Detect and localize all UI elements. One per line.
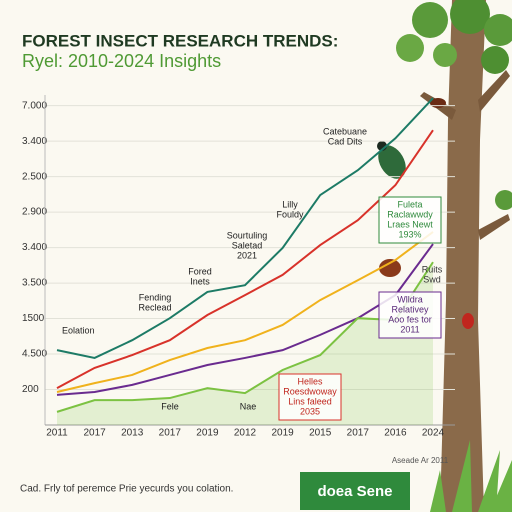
annotation-text: Reclead — [138, 302, 171, 312]
y-tick-label: 3.400 — [22, 136, 47, 147]
x-tick-label: 2019 — [196, 428, 219, 439]
annotation-text: Cad Dits — [328, 136, 363, 146]
annotation-text: Nae — [240, 401, 257, 411]
annotation-text: Aoo fes tor — [388, 314, 432, 324]
series-line — [56, 231, 434, 393]
annotation-text: Lins faleed — [288, 396, 332, 406]
y-tick-label: 200 — [22, 384, 39, 395]
x-tick-label: 2016 — [384, 428, 407, 439]
annotation-text: Lilly — [282, 199, 298, 209]
annotation-text: Relativey — [391, 304, 429, 314]
source-note: Aseade Ar 2011 — [392, 456, 449, 465]
x-tick-label: 2011 — [46, 428, 68, 439]
x-tick-label: 2017 — [83, 428, 106, 439]
annotation-text: Saletad — [232, 240, 263, 250]
plot-area: 200 4.500 1500 3.500 3.400 2.900 2.500 3.400 7.0… — [22, 95, 455, 439]
x-tick-label: 2017 — [159, 428, 182, 439]
annotation-text: Sourtuling — [227, 230, 268, 240]
chart-subtitle: Ryel: 2010-2024 Insights — [22, 51, 221, 71]
annotation-box — [378, 291, 442, 339]
annotation-text: Catebuane — [323, 126, 367, 136]
y-tick-label: 2.500 — [22, 171, 47, 182]
annotation-box — [378, 196, 442, 244]
annotation-text: Helles — [297, 376, 323, 386]
annotation-text: Lraes Newt — [387, 219, 433, 229]
beetle-icons — [377, 98, 474, 329]
y-tick-label: 7.000 — [22, 100, 47, 111]
badge-text: doea Sene — [317, 483, 392, 500]
annotation-text: 2021 — [237, 250, 257, 260]
annotation-text: Wlldra — [397, 294, 423, 304]
y-tick-label: 3.500 — [22, 278, 47, 289]
series-line — [56, 243, 434, 396]
series-line — [56, 97, 434, 359]
annotation-text: Raclawwdy — [387, 209, 433, 219]
chart-title: FOREST INSECT RESEARCH TRENDS: — [22, 31, 338, 50]
annotation-text: Inets — [190, 276, 210, 286]
x-tick-label: 2019 — [271, 428, 294, 439]
annotation-text: Fuleta — [397, 199, 422, 209]
annotation-text: Fele — [161, 401, 179, 411]
annotation-box — [278, 373, 342, 421]
x-tick-label: 2012 — [234, 428, 257, 439]
series-line — [56, 129, 434, 389]
series-line — [56, 261, 434, 413]
annotation-text: Fending — [139, 292, 172, 302]
annotation-text: Roesdwoway — [283, 386, 337, 396]
annotation-text: 2035 — [300, 406, 320, 416]
x-tick-label: 2013 — [121, 428, 144, 439]
annotation-text: 193% — [398, 229, 421, 239]
annotation-text: Fouldy — [276, 209, 304, 219]
y-tick-label: 4.500 — [22, 349, 47, 360]
y-tick-label: 2.900 — [22, 207, 47, 218]
annotation-text: Eolation — [62, 325, 95, 335]
y-tick-label: 3.400 — [22, 242, 47, 253]
annotation-text: Swd — [423, 274, 441, 284]
tree — [396, 0, 512, 512]
footer-text: Cad. Frly tof peremce Prie yecurds you c… — [20, 484, 233, 495]
annotation-text: Ruits — [422, 264, 443, 274]
y-tick-label: 1500 — [22, 313, 45, 324]
x-tick-label: 2024 — [422, 428, 445, 439]
badge — [300, 472, 410, 510]
x-tick-label: 2017 — [347, 428, 370, 439]
annotation-text: 2011 — [400, 324, 419, 334]
x-tick-label: 2015 — [309, 428, 332, 439]
annotation-text: Fored — [188, 266, 212, 276]
